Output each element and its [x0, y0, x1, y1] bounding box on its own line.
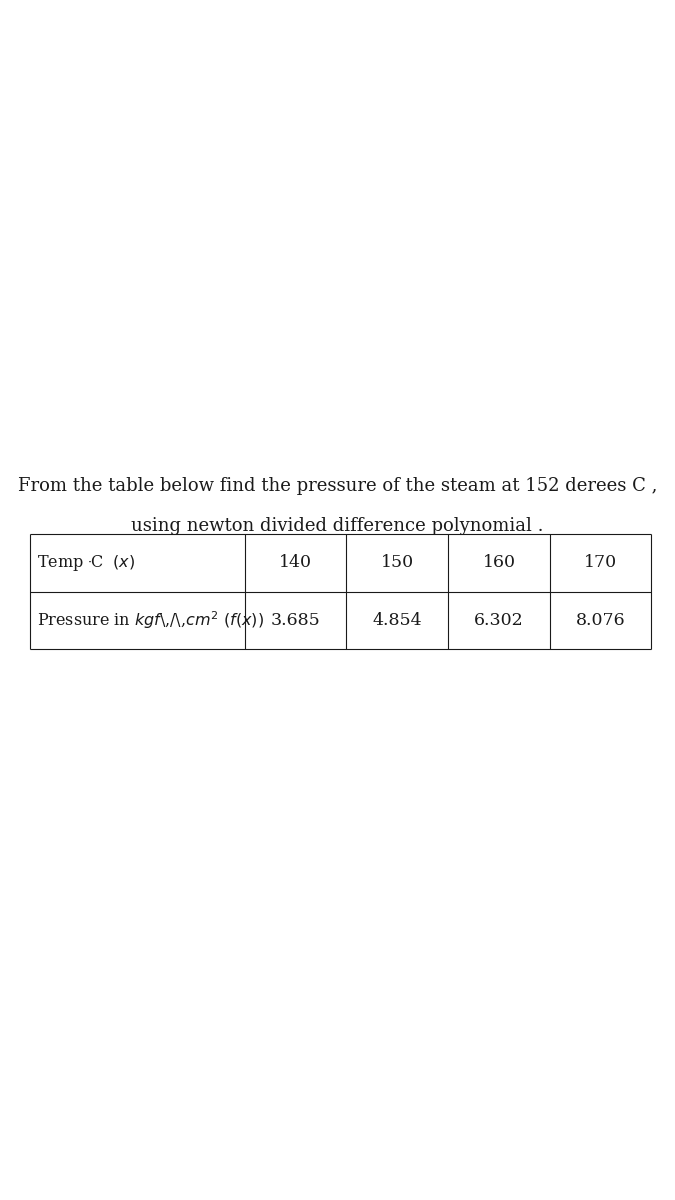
Text: 3.685: 3.685 — [271, 612, 321, 629]
Text: 140: 140 — [279, 554, 312, 571]
Text: 170: 170 — [584, 554, 618, 571]
Text: 8.076: 8.076 — [576, 612, 626, 629]
Text: Pressure in $\mathit{kgf}$\,/\,$\mathit{cm}^{2}$ $(\mathit{f}(\mathit{x}))$: Pressure in $\mathit{kgf}$\,/\,$\mathit{… — [37, 610, 264, 631]
Text: 4.854: 4.854 — [373, 612, 422, 629]
Text: 160: 160 — [483, 554, 516, 571]
Text: 6.302: 6.302 — [475, 612, 524, 629]
Text: Temp $\dot{\,}$C  $(x)$: Temp $\dot{\,}$C $(x)$ — [37, 553, 136, 572]
Text: 150: 150 — [381, 554, 414, 571]
Text: using newton divided difference polynomial .: using newton divided difference polynomi… — [131, 516, 544, 535]
Text: From the table below find the pressure of the steam at 152 derees C ,: From the table below find the pressure o… — [18, 476, 657, 494]
